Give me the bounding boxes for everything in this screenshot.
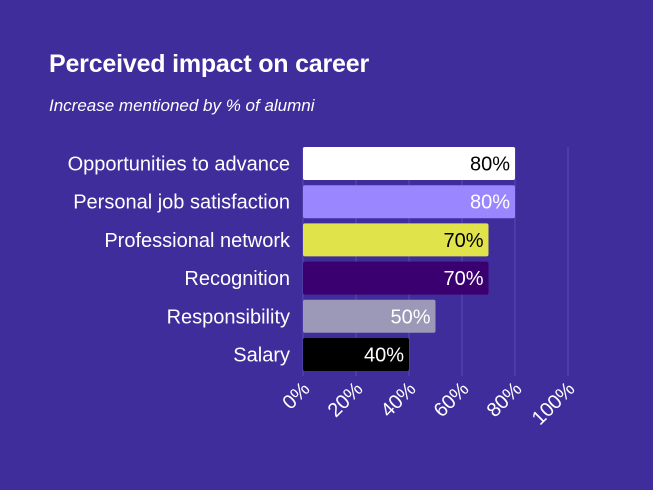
- x-tick-label-5: 100%: [528, 378, 580, 430]
- data-label-0: 80%: [470, 154, 510, 176]
- x-tick-label-1: 20%: [324, 378, 368, 422]
- bar-4: [303, 299, 436, 333]
- bar-1: [303, 185, 515, 219]
- data-label-3: 70%: [443, 268, 483, 290]
- bar-5: [303, 338, 409, 371]
- category-label-4: Responsibility: [167, 306, 290, 328]
- category-label-3: Recognition: [184, 268, 290, 290]
- x-tick-label-0: 0%: [279, 378, 315, 414]
- category-label-0: Opportunities to advance: [68, 154, 290, 176]
- chart-subtitle: Increase mentioned by % of alumni: [49, 96, 315, 115]
- x-tick-label-2: 40%: [377, 378, 421, 422]
- data-label-4: 50%: [390, 306, 430, 328]
- category-label-1: Personal job satisfaction: [73, 192, 290, 214]
- bar-3: [303, 261, 489, 295]
- data-label-5: 40%: [364, 345, 404, 367]
- x-tick-label-4: 80%: [483, 378, 527, 422]
- data-label-2: 70%: [443, 230, 483, 252]
- bar-2: [303, 223, 489, 257]
- chart-title: Perceived impact on career: [49, 50, 369, 78]
- category-label-2: Professional network: [104, 230, 291, 252]
- x-tick-label-3: 60%: [430, 378, 474, 422]
- category-label-5: Salary: [233, 345, 290, 367]
- bar-0: [303, 147, 515, 180]
- data-label-1: 80%: [470, 192, 510, 214]
